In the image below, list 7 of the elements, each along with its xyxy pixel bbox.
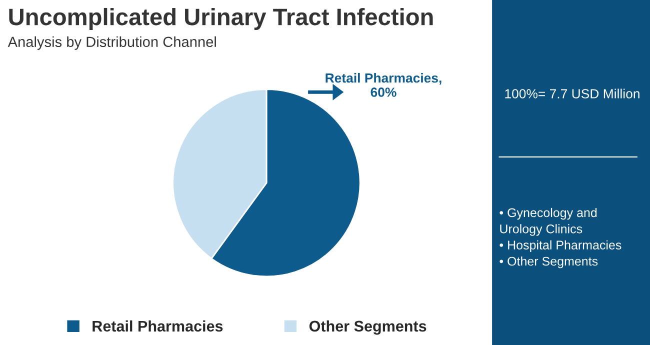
legend-label: Other Segments <box>309 320 426 335</box>
text: 100%= 7.7 USD Million <box>505 88 640 98</box>
data-label: Retail Pharmacies, 60% <box>326 72 442 97</box>
text: • Gynecology and Urology Clinics • Hospital Pharmacies • Other Segments <box>500 208 622 268</box>
chart-title: Uncomplicated Urinary Tract Infection <box>9 8 433 30</box>
legend-label: Retail Pharmacies <box>92 320 223 332</box>
chart-subtitle: Analysis by Distribution Channel <box>8 36 216 50</box>
